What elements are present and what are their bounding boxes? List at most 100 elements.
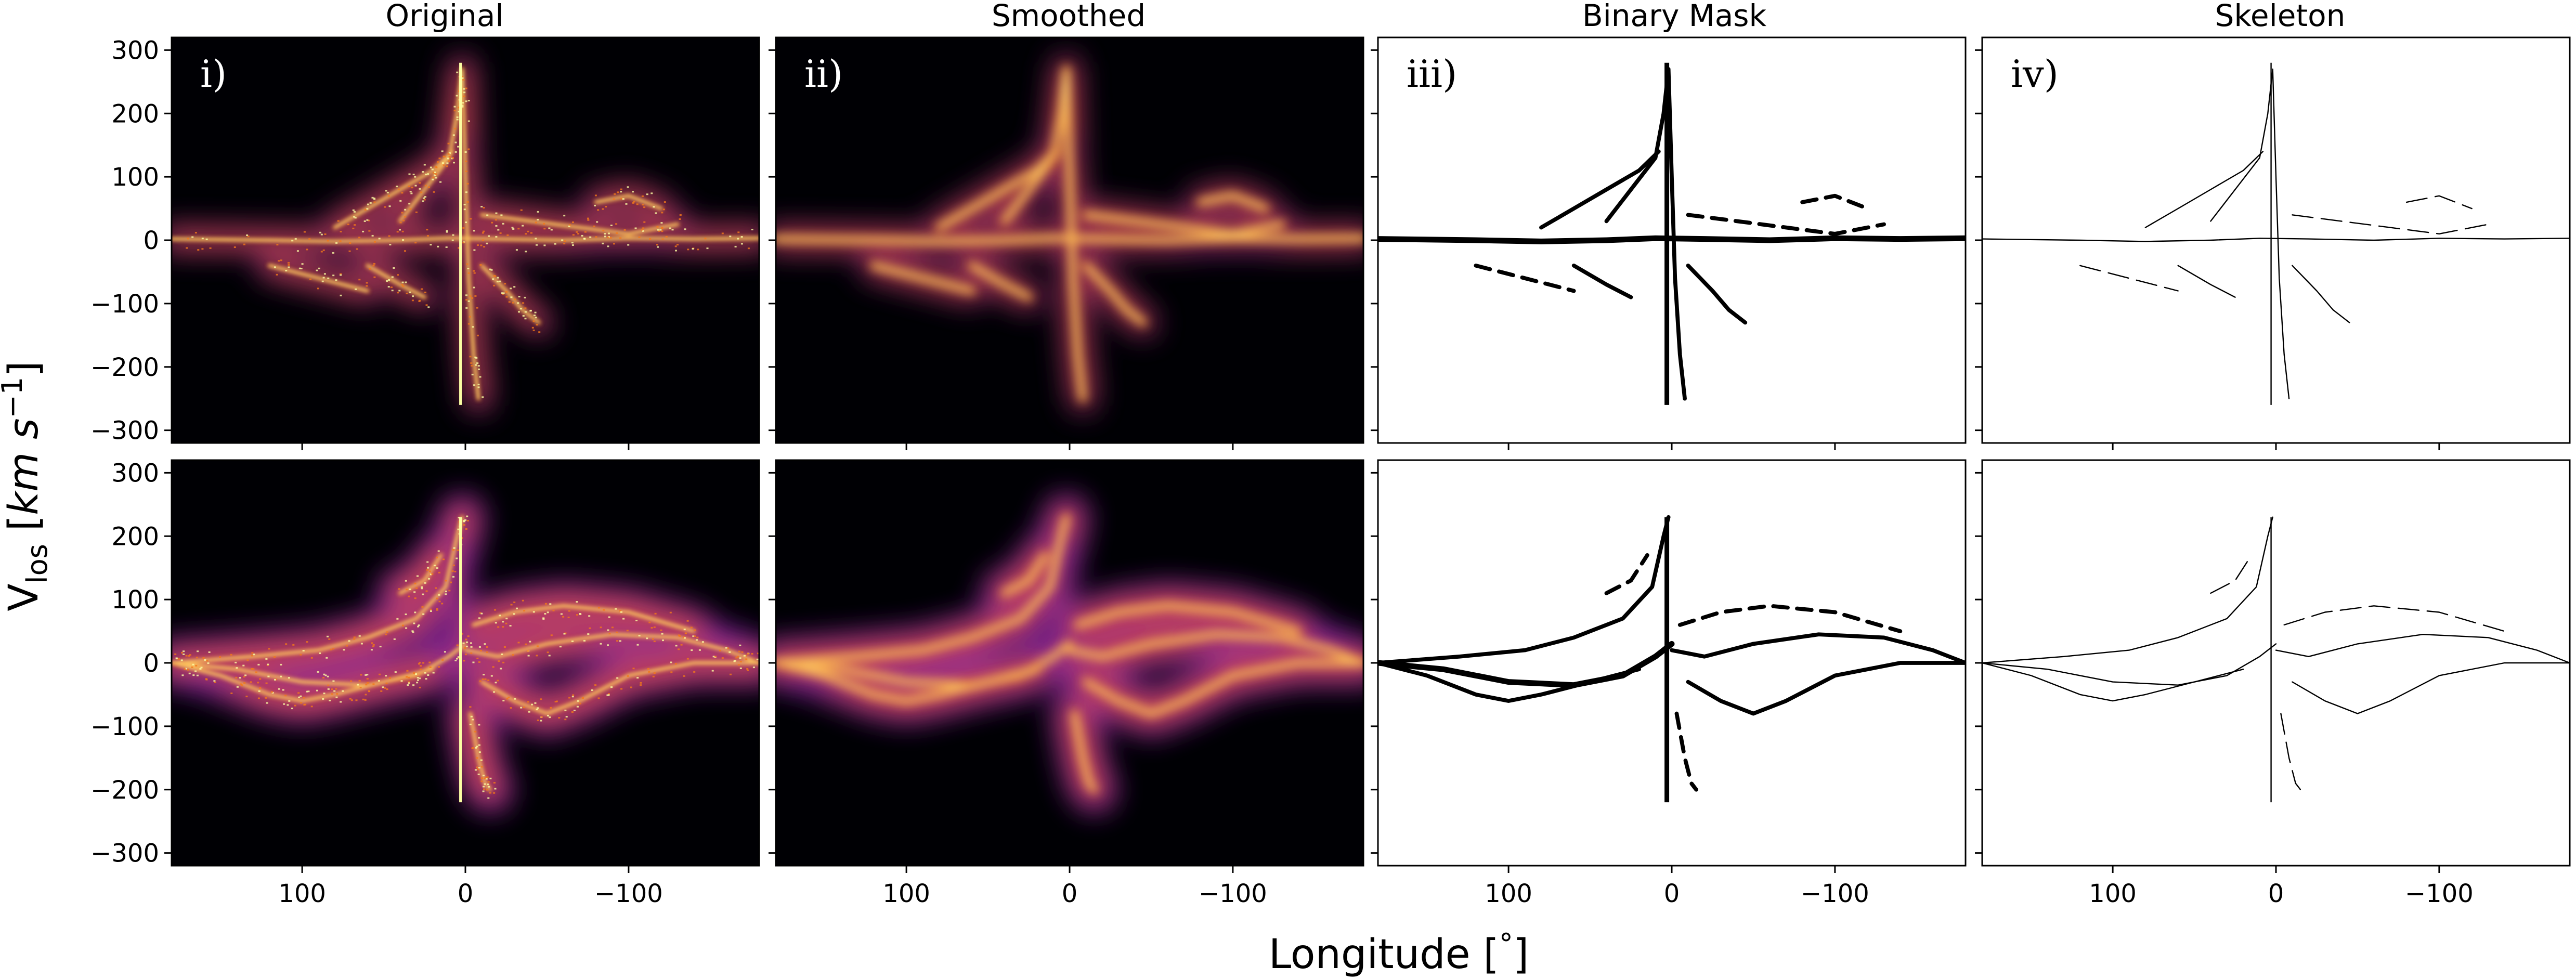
emission-pixel [482,239,485,241]
emission-pixel [476,334,479,336]
emission-pixel [291,240,294,242]
emission-pixel [431,168,434,171]
emission-pixel [495,212,498,214]
emission-pixel [550,229,553,231]
emission-pixel [529,641,531,643]
emission-pixel [486,646,488,648]
emission-pixel [422,593,424,595]
emission-pixel [505,291,508,293]
emission-pixel [458,247,460,249]
emission-pixel [298,267,301,269]
emission-pixel [613,243,615,245]
emission-pixel [465,645,468,647]
emission-pixel [536,645,539,647]
emission-pixel [686,620,689,622]
emission-pixel [502,621,504,623]
emission-pixel [181,674,184,676]
emission-pixel [635,620,638,621]
y-tick-label: −300 [90,416,159,446]
emission-pixel [350,680,353,682]
emission-pixel [456,644,459,646]
emission-pixel [478,767,480,769]
emission-pixel [467,120,470,122]
emission-pixel [737,231,740,233]
emission-ridge-core [480,265,540,323]
emission-pixel [484,777,486,779]
emission-ridge-core [970,264,1030,299]
emission-pixel [463,204,466,205]
emission-pixel [419,686,421,688]
emission-pixel [620,611,622,613]
emission-pixel [457,549,459,551]
emission-pixel [597,697,600,699]
emission-pixel [494,788,497,790]
emission-pixel [332,275,335,277]
emission-pixel [366,219,369,221]
emission-pixel [340,273,342,275]
emission-pixel [623,229,626,231]
emission-pixel [452,564,455,566]
emission-pixel [194,232,197,234]
emission-pixel [327,240,329,242]
emission-pixel [463,520,465,523]
emission-pixel [431,573,434,575]
emission-pixel [399,221,402,224]
emission-pixel [354,217,357,219]
emission-pixel [236,667,238,669]
emission-pixel [473,270,475,272]
emission-pixel [662,208,665,211]
emission-pixel [502,223,504,225]
emission-pixel [610,686,613,688]
emission-pixel [267,663,269,665]
emission-pixel [661,238,664,240]
x-tick-label: 0 [1062,879,1078,908]
emission-pixel [678,648,680,650]
emission-pixel [422,200,424,202]
emission-pixel [323,273,326,275]
emission-pixel [405,613,407,616]
emission-pixel [643,206,646,208]
emission-pixel [470,715,473,717]
emission-pixel [379,673,381,675]
emission-pixel [246,659,249,661]
emission-pixel [532,329,535,331]
emission-pixel [486,789,488,791]
emission-pixel [537,707,539,709]
emission-pixel [698,649,701,651]
emission-pixel [498,660,500,662]
emission-pixel [534,311,537,314]
emission-pixel [654,612,657,615]
emission-pixel [451,157,454,159]
emission-pixel [336,693,339,695]
emission-pixel [535,238,537,240]
emission-pixel [497,680,499,682]
emission-pixel [230,654,232,656]
y-axis-label-sub: los [21,544,54,583]
emission-pixel [469,316,471,318]
emission-pixel [457,107,460,109]
emission-pixel [607,693,610,695]
emission-pixel [602,208,604,210]
emission-pixel [563,215,566,217]
emission-pixel [530,232,532,234]
emission-pixel [444,651,446,653]
emission-pixel [596,221,599,223]
emission-pixel [335,279,337,281]
emission-pixel [694,629,696,631]
emission-pixel [622,618,625,620]
panel-2-heat-sharp [164,459,760,873]
emission-pixel [515,249,518,251]
emission-pixel [477,773,480,775]
emission-pixel [572,694,575,696]
emission-pixel [287,704,289,706]
emission-pixel [417,575,419,577]
emission-pixel [363,220,366,222]
emission-pixel [737,656,739,658]
emission-pixel [474,295,477,297]
emission-pixel [686,658,689,660]
emission-pixel [257,663,260,665]
emission-pixel [340,231,342,232]
emission-pixel [463,88,465,90]
emission-pixel [444,155,446,158]
